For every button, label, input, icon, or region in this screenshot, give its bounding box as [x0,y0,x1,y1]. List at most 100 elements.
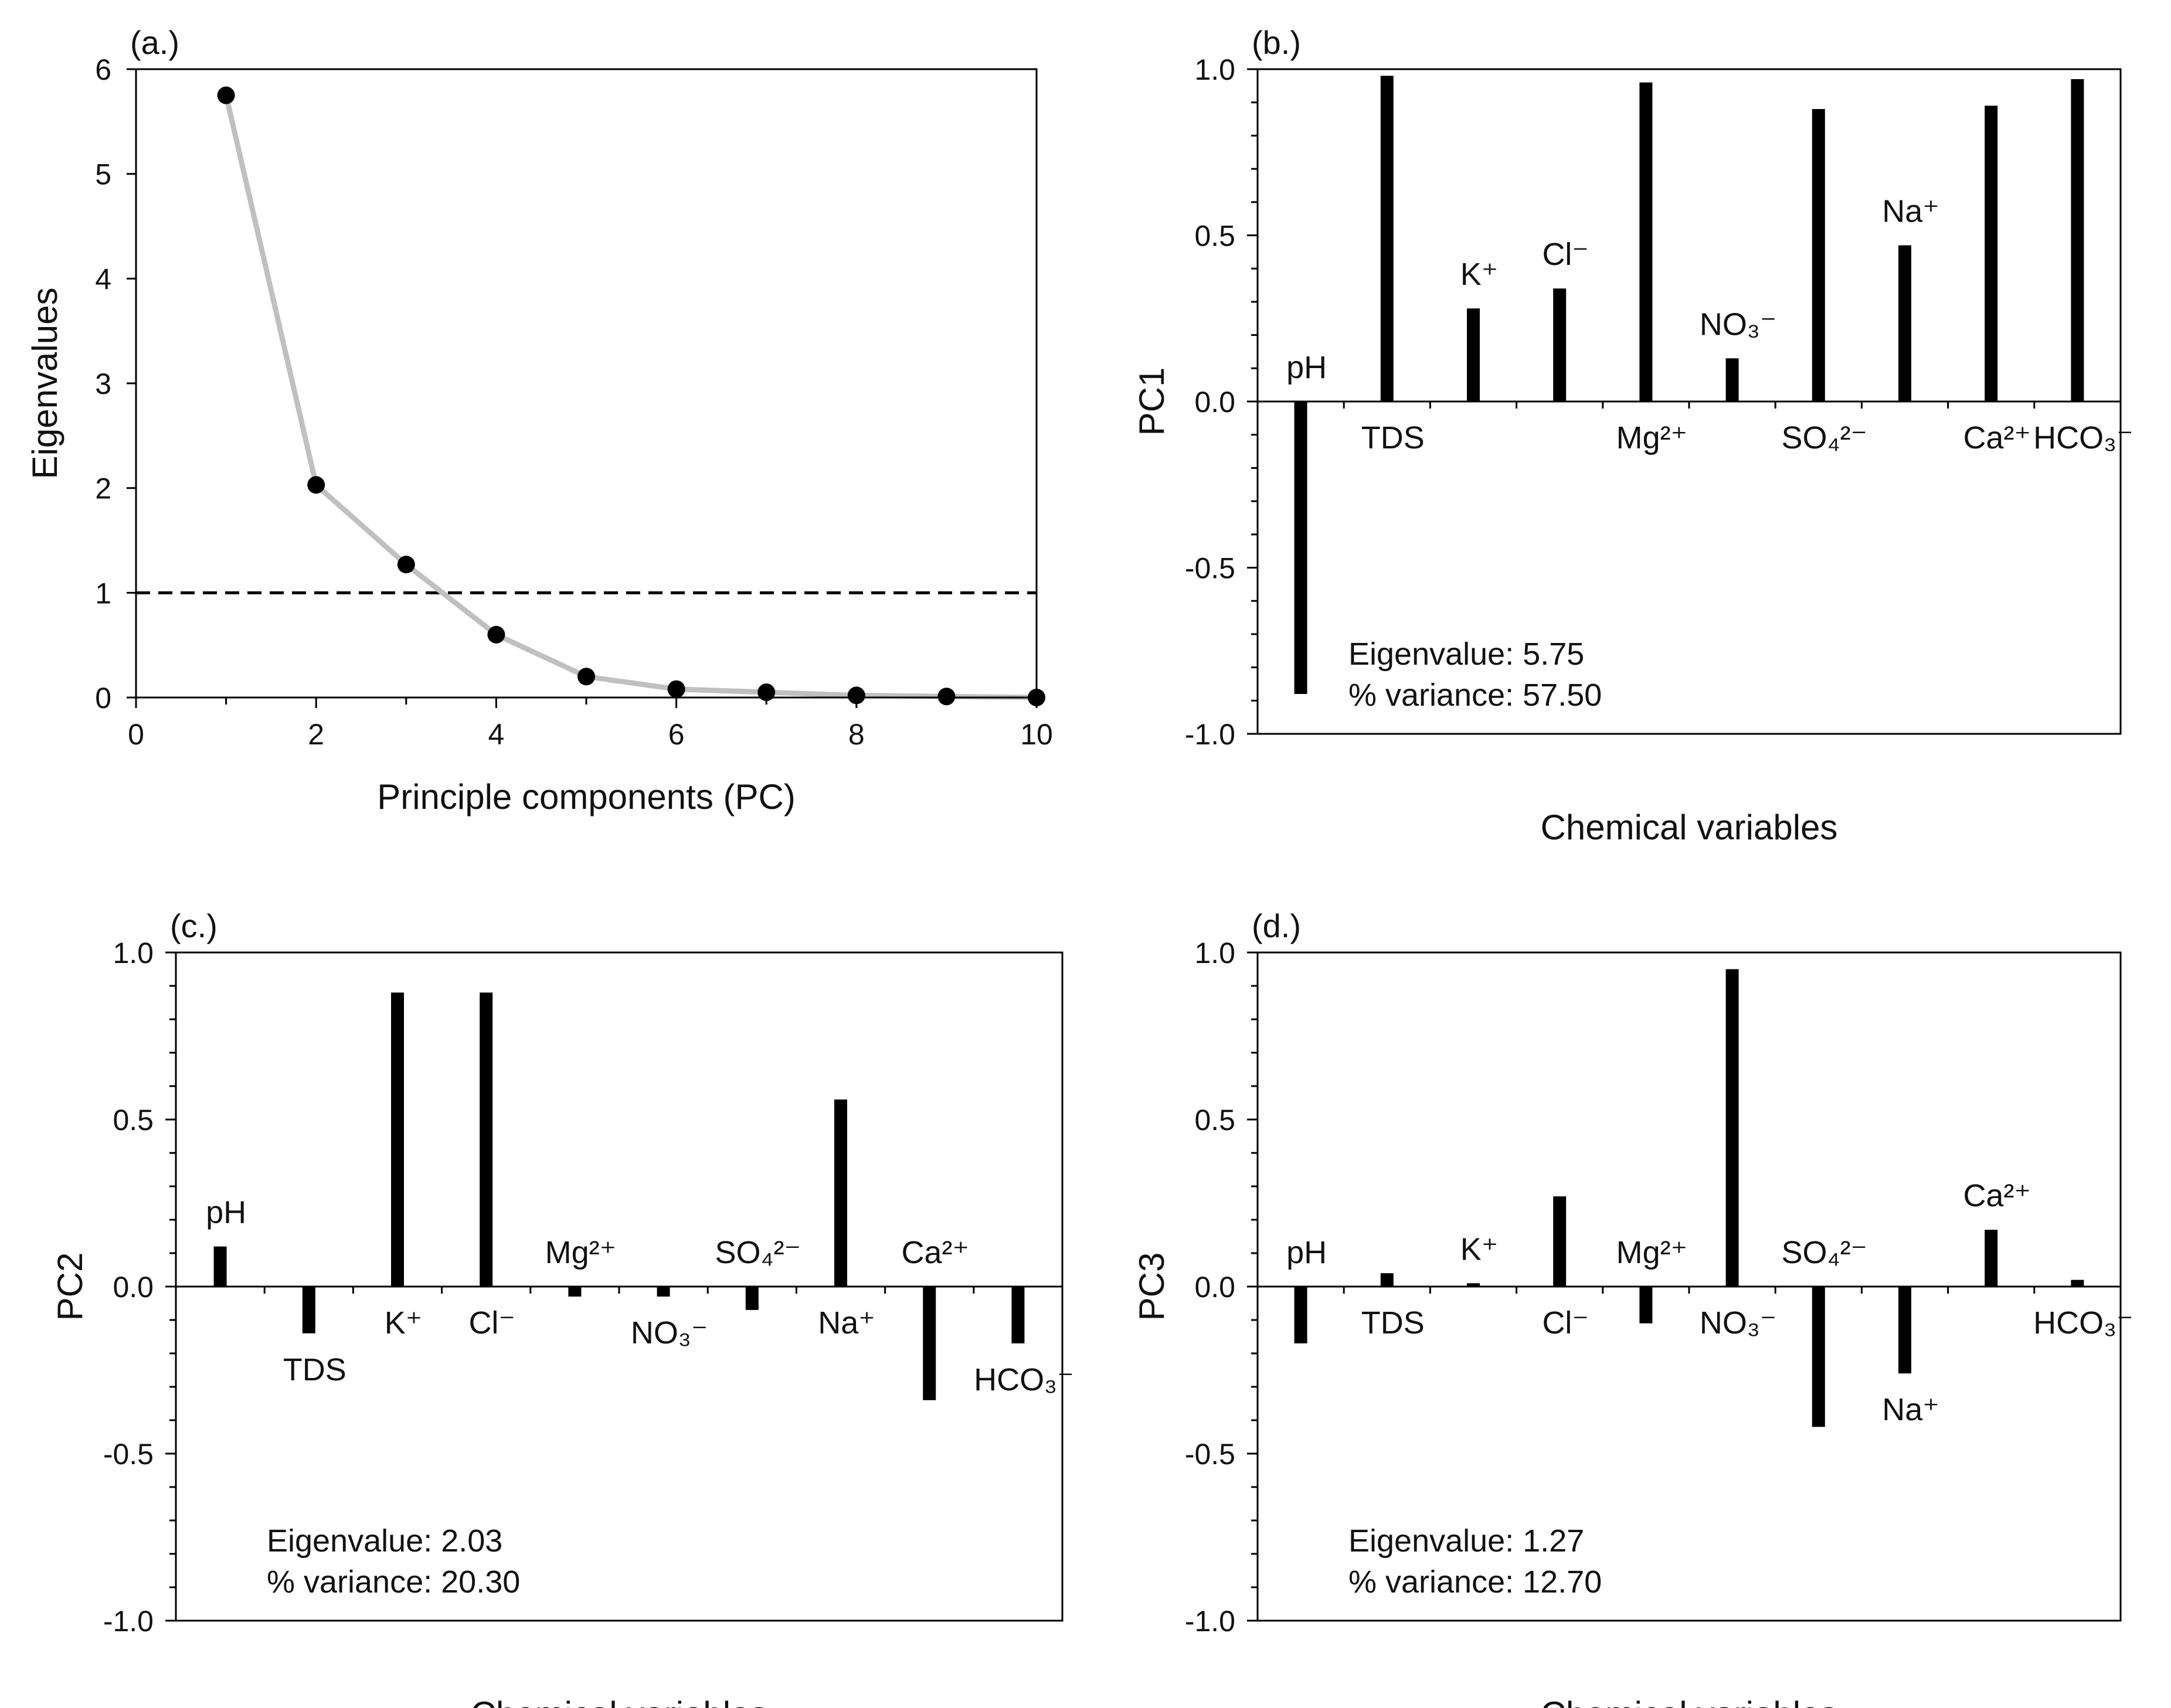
y-tick-label: 0.0 [1194,386,1235,419]
annotation-text: Eigenvalue: 5.75 [1348,637,1584,672]
plot-frame [1256,68,2122,735]
bar-4 [1553,1196,1567,1287]
y-tick-label: 1.0 [1194,937,1235,969]
y-tick-label: 0.0 [113,1271,154,1304]
eigenvalue-point [577,668,595,686]
chart-panel-d: (d.) Chemical variables PC3 -1.0 -0.5 0.0 0.5 1… [1132,907,2133,1708]
category-label: TDS [1361,1305,1425,1340]
bar-2 [1380,1273,1394,1287]
category-label: SO₄²⁻ [1782,420,1868,455]
bar-3 [1467,308,1480,402]
bar-6 [657,1287,670,1297]
eigenvalue-point [937,688,956,706]
panel-label: (a.) [130,24,179,61]
category-label: Cl⁻ [1542,237,1589,272]
eigenvalue-point [217,86,235,104]
category-label: Na⁺ [1882,1392,1939,1427]
bar-10 [2071,79,2084,402]
bar-8 [1898,245,1911,402]
category-label: Ca²⁺ [1963,420,2031,455]
bar-2 [1380,76,1394,402]
eigenvalue-point [667,680,685,698]
y-tick-label: 0.5 [1194,1104,1235,1137]
y-axis-title: Eigenvalues [25,288,64,479]
annotation-text: % variance: 57.50 [1348,678,1602,713]
bar-4 [480,992,493,1287]
category-label: TDS [283,1352,346,1387]
category-label: Cl⁻ [1542,1305,1589,1340]
bar-8 [1898,1287,1911,1374]
x-tick-label: 0 [128,718,144,751]
x-tick-label: 4 [488,718,504,751]
y-tick-label: 1 [95,577,111,610]
eigenvalue-point [487,625,505,644]
category-label: HCO₃⁻ [2033,420,2133,455]
x-tick-label: 2 [308,718,324,751]
y-tick-label: -1.0 [1185,1605,1235,1638]
bar-9 [923,1287,936,1400]
plot-frame [135,68,1038,699]
plot-frame [175,951,1064,1622]
bar-7 [745,1287,759,1310]
bar-6 [1725,358,1739,402]
bar-10 [2071,1280,2084,1287]
bar-5 [1639,82,1653,402]
bar-3 [391,992,404,1287]
eigenvalue-point [847,686,865,705]
category-label: Cl⁻ [468,1305,515,1340]
annotation-text: % variance: 20.30 [267,1564,520,1600]
bar-1 [1294,1287,1307,1343]
bar-4 [1553,288,1567,402]
category-label: NO₃⁻ [631,1315,708,1350]
y-tick-label: 1.0 [113,937,154,969]
y-tick-label: 1.0 [1194,53,1235,86]
eigenvalue-series-line [223,94,1037,700]
x-axis-title: Chemical variables [1541,1695,1838,1708]
annotation-text: % variance: 12.70 [1348,1564,1602,1600]
bar-3 [1467,1283,1480,1287]
y-tick-label: 0 [95,682,111,714]
y-tick-label: -1.0 [1185,718,1235,751]
panel-label: (b.) [1252,24,1301,61]
bar-9 [1985,106,1998,402]
bar-9 [1985,1230,1998,1287]
annotation-text: Eigenvalue: 2.03 [267,1523,502,1559]
category-label: Ca²⁺ [1963,1178,2031,1213]
y-tick-label: 6 [95,53,111,86]
y-tick-label: 0.0 [1194,1271,1235,1304]
bar-7 [1812,109,1825,402]
y-tick-label: -1.0 [103,1605,154,1638]
chart-panel-a: (a.) Principle components (PC) Eigenvalues… [25,24,1053,816]
category-label: Mg²⁺ [545,1235,617,1270]
panel-label: (d.) [1252,907,1301,944]
category-label: Mg²⁺ [1616,1235,1688,1270]
annotation-text: Eigenvalue: 1.27 [1348,1523,1584,1559]
bar-5 [1639,1287,1653,1323]
x-tick-label: 6 [668,718,685,751]
category-label: NO₃⁻ [1700,1305,1777,1340]
bar-1 [1294,402,1307,694]
category-label: SO₄²⁻ [1782,1235,1868,1270]
bar-7 [1812,1287,1825,1427]
category-label: Ca²⁺ [901,1235,969,1270]
y-tick-label: -0.5 [103,1438,154,1471]
y-axis-title: PC3 [1132,1253,1171,1321]
category-label: HCO₃⁻ [2033,1305,2133,1340]
y-tick-label: 4 [95,263,111,295]
y-tick-label: 0.5 [1194,220,1235,253]
y-tick-label: 5 [95,158,111,191]
category-label: pH [1286,350,1327,385]
category-label: pH [1286,1235,1327,1270]
y-axis-title: PC2 [50,1253,90,1321]
category-label: K⁺ [1460,257,1499,292]
y-tick-label: 3 [95,368,111,400]
eigenvalue-point [307,476,325,494]
y-axis-title: PC1 [1132,368,1171,436]
eigenvalue-point [757,683,776,702]
x-tick-label: 8 [848,718,865,751]
category-label: TDS [1361,420,1425,455]
category-label: Mg²⁺ [1616,420,1688,455]
chart-panel-c: (c.) Chemical variables PC2 -1.0 -0.5 0.0 0.5 1… [50,907,1074,1708]
category-label: Na⁺ [818,1305,875,1340]
